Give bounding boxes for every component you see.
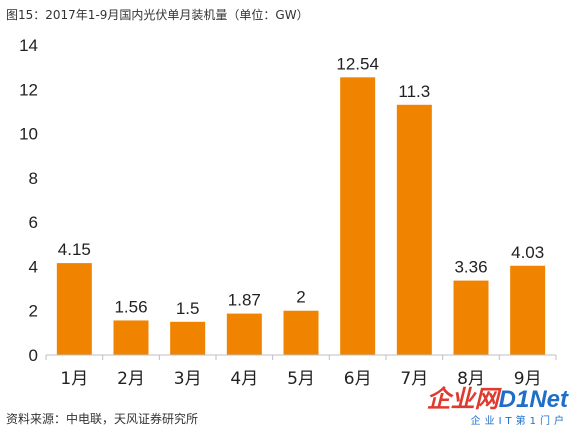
x-tick-label: 2月 xyxy=(117,369,145,389)
bar xyxy=(113,320,149,355)
data-label: 12.54 xyxy=(336,54,379,73)
data-label: 1.56 xyxy=(114,297,147,316)
bar xyxy=(226,313,262,355)
x-axis: 1月 2月 3月 4月 5月 6月 7月 8月 9月 xyxy=(45,354,557,389)
x-tick-label: 8月 xyxy=(457,369,485,389)
x-tick-label: 1月 xyxy=(60,369,88,389)
figure-caption: 图15：2017年1-9月国内光伏单月装机量（单位：GW） xyxy=(6,8,309,22)
watermark-tagline: 企业IT第1门户 xyxy=(470,416,568,427)
bar-series: 4.15 1.56 1.5 1.87 2 12.54 11.3 3.36 4.03 xyxy=(56,54,546,356)
bar xyxy=(340,77,376,355)
watermark-brand-cn: 企业网 xyxy=(426,386,499,413)
y-tick-label: 8 xyxy=(29,169,38,188)
y-tick-label: 2 xyxy=(29,302,38,321)
y-tick-label: 6 xyxy=(29,213,38,232)
data-label: 4.03 xyxy=(511,243,544,262)
y-axis: 0 2 4 6 8 10 12 14 xyxy=(19,36,38,365)
data-label: 11.3 xyxy=(398,82,430,101)
y-tick-label: 0 xyxy=(29,346,38,365)
x-tick-label: 4月 xyxy=(230,369,258,389)
x-tick-label: 5月 xyxy=(287,369,315,389)
x-tick-label: 6月 xyxy=(344,369,372,389)
x-tick-label: 9月 xyxy=(514,369,542,389)
y-tick-label: 4 xyxy=(29,257,38,276)
data-label: 1.87 xyxy=(228,291,261,310)
source-note: 资料来源：中电联，天风证券研究所 xyxy=(6,412,199,426)
bar xyxy=(56,263,92,355)
data-label: 1.5 xyxy=(176,299,200,318)
x-tick-label: 3月 xyxy=(174,369,202,389)
data-label: 2 xyxy=(296,288,305,307)
data-label: 3.36 xyxy=(454,258,487,277)
d1net-watermark-logo: 企业网D1Net 企业IT第1门户 xyxy=(426,386,568,428)
bar xyxy=(453,280,489,355)
bar xyxy=(396,104,432,356)
y-tick-label: 14 xyxy=(19,36,38,55)
data-label: 4.15 xyxy=(58,240,91,259)
bar xyxy=(170,321,206,355)
bar xyxy=(510,265,546,355)
x-tick-label: 7月 xyxy=(400,369,428,389)
watermark-brand-en: D1Net xyxy=(498,386,568,413)
bar xyxy=(283,310,319,355)
y-tick-label: 10 xyxy=(19,125,38,144)
y-tick-label: 12 xyxy=(19,80,38,99)
